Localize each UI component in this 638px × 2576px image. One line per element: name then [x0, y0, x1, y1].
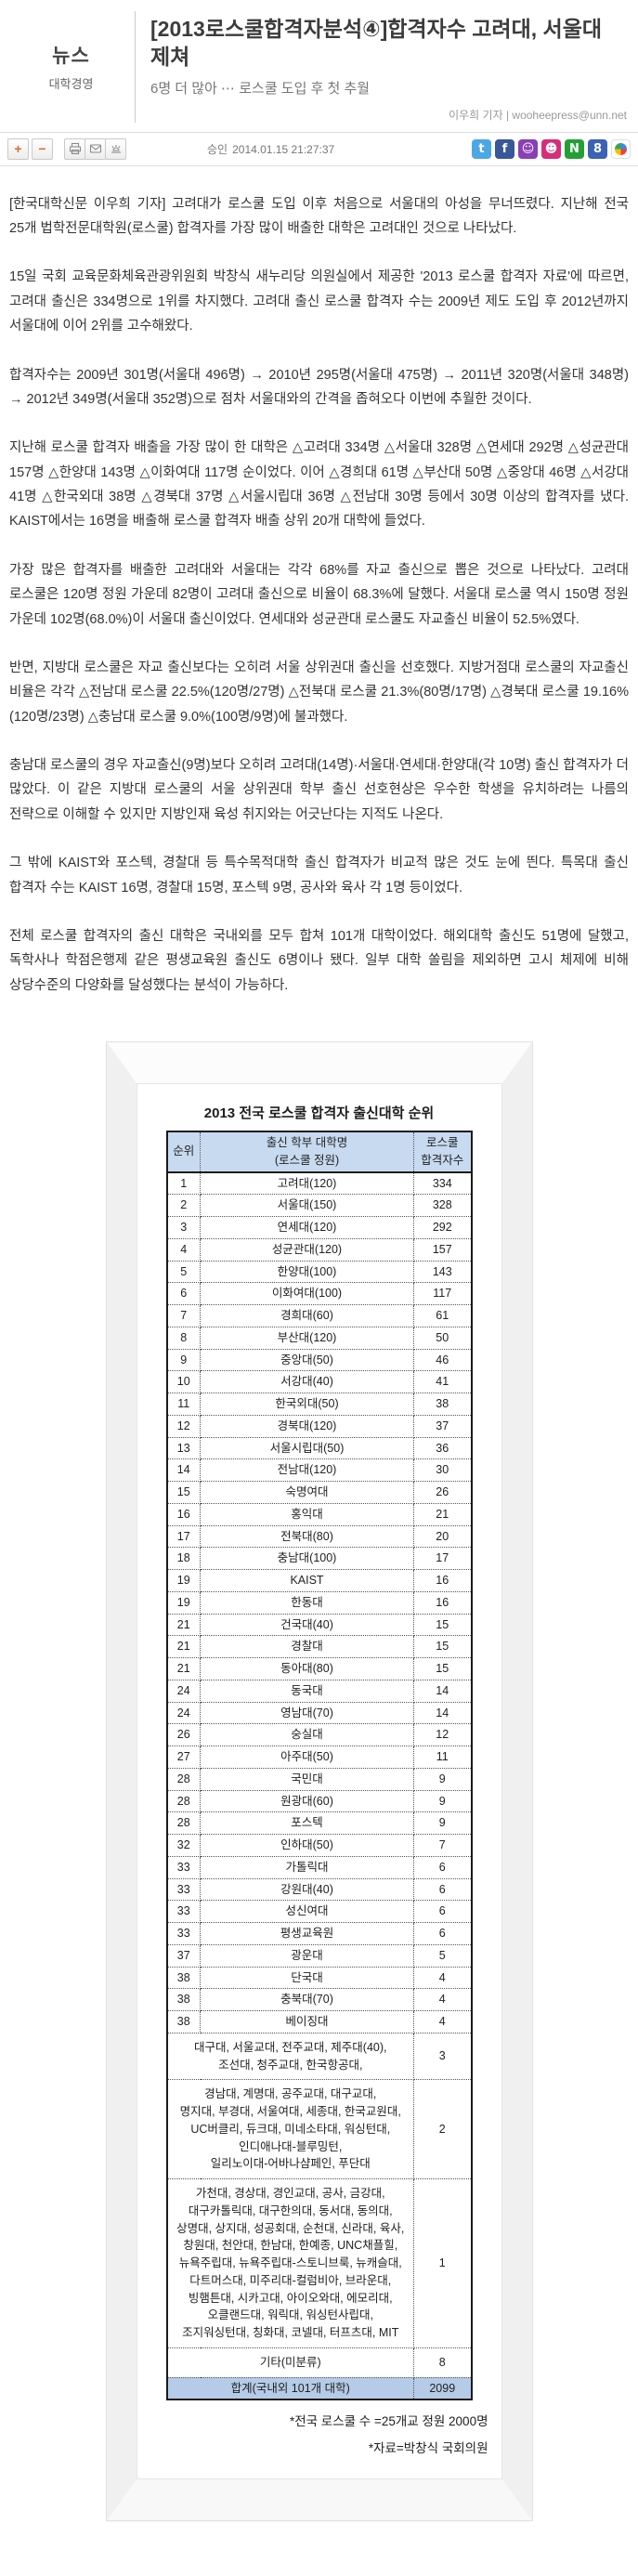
- report-icon[interactable]: [105, 137, 126, 160]
- article-paragraph: 가장 많은 합격자를 배출한 고려대와 서울대는 각각 68%를 자교 출신으로…: [9, 562, 629, 627]
- article-toolbar: + − 승인 2014.01.15 21:27:37 t f ☺ ☻ N 8: [0, 131, 638, 166]
- table-row: 9 중앙대(50) 46: [166, 1348, 472, 1372]
- table-group-row: 대구대, 서울교대, 전주교대, 제주대(40), 조선대, 청주교대, 한국항…: [166, 2032, 472, 2081]
- table-image-frame: 2013 전국 로스쿨 합격자 출신대학 순위 순위 출신 학부 대학명 (로스…: [105, 1041, 533, 2522]
- table-group-row: 기타(미분류) 8: [166, 2347, 472, 2378]
- table-row: 33 강원대(40) 6: [166, 1877, 472, 1902]
- table-row: 17 전북대(80) 20: [166, 1524, 472, 1549]
- table-row: 21 동아대(80) 15: [166, 1657, 472, 1680]
- table-row: 24 동국대 14: [166, 1679, 472, 1703]
- category-sub[interactable]: 대학경영: [48, 77, 94, 92]
- table-row: 19 KAIST 16: [166, 1569, 472, 1592]
- table-row: 33 가톨릭대 6: [166, 1855, 472, 1879]
- table-row: 24 영남대(70) 14: [166, 1701, 472, 1725]
- article-paragraph: 충남대 로스쿨의 경우 자교출신(9명)보다 오히려 고려대(14명)·서울대·…: [9, 758, 629, 822]
- table-row: 6 이화여대(100) 117: [166, 1282, 472, 1306]
- table-row: 38 충북대(70) 4: [166, 1988, 472, 2012]
- table-row: 4 성균관대(120) 157: [166, 1237, 472, 1262]
- table-row: 2 서울대(150) 328: [166, 1194, 472, 1218]
- table-header-row: 순위 출신 학부 대학명 (로스쿨 정원) 로스쿨 합격자수: [166, 1131, 472, 1173]
- table-row: 38 단국대 4: [166, 1966, 472, 1990]
- table-row: 11 한국외대(50) 38: [166, 1393, 472, 1416]
- table-row: 33 성신여대 6: [166, 1900, 472, 1924]
- figure-wrap: 2013 전국 로스쿨 합격자 출신대학 순위 순위 출신 학부 대학명 (로스…: [0, 1039, 638, 2576]
- twitter-icon[interactable]: t: [472, 138, 491, 159]
- naver-icon[interactable]: N: [565, 138, 584, 159]
- table-row: 7 경희대(60) 61: [166, 1304, 472, 1327]
- table-row: 5 한양대(100) 143: [166, 1260, 472, 1284]
- table-group-row: 경남대, 계명대, 공주교대, 대구교대, 명지대, 부경대, 서울여대, 세종…: [166, 2079, 472, 2180]
- table-row: 8 부산대(120) 50: [166, 1326, 472, 1350]
- page-title: [2013로스쿨합격자분석④]합격자수 고려대, 서울대 제쳐: [150, 17, 603, 70]
- category-main[interactable]: 뉴스: [52, 46, 90, 68]
- article-paragraph: 그 밖에 KAIST와 포스텍, 경찰대 등 특수목적대학 출신 합격자가 비교…: [9, 856, 629, 896]
- article-header: 뉴스 대학경영 [2013로스쿨합격자분석④]합격자수 고려대, 서울대 제쳐 …: [0, 0, 638, 132]
- table-row: 28 포스텍 9: [166, 1811, 472, 1836]
- col-header-name: 출신 학부 대학명 (로스쿨 정원): [200, 1131, 414, 1173]
- table-row: 1 고려대(120) 334: [166, 1171, 472, 1196]
- table-row: 18 충남대(100) 17: [166, 1547, 472, 1571]
- buzz-icon[interactable]: [611, 138, 631, 159]
- cyworld-icon[interactable]: ☻: [541, 138, 561, 159]
- table-row: 27 아주대(50) 11: [166, 1746, 472, 1769]
- article-paragraph: 지난해 로스쿨 합격자 배출을 가장 많이 한 대학은 △고려대 334명 △서…: [9, 440, 629, 530]
- table-body: 1 고려대(120) 334 2 서울대(150) 328 3 연세대(120) 292 4 성균관…: [166, 1171, 472, 2400]
- category-box: 뉴스 대학경영: [7, 11, 136, 123]
- col-header-count: 로스쿨 합격자수: [413, 1131, 472, 1173]
- table-row: 26 숭실대 12: [166, 1723, 472, 1747]
- facebook-icon[interactable]: f: [495, 138, 514, 159]
- table-title: 2013 전국 로스쿨 합격자 출신대학 순위: [203, 1105, 435, 1122]
- table-footnotes: *전국 로스쿨 수 =25개교 정원 2000명 *자료=박창식 국회의원: [150, 2409, 488, 2462]
- article-paragraph: 반면, 지방대 로스쿨은 자교 출신보다는 오히려 서울 상위권대 출신을 선호…: [9, 660, 629, 725]
- table-row: 10 서강대(40) 41: [166, 1370, 472, 1394]
- ranking-table: 순위 출신 학부 대학명 (로스쿨 정원) 로스쿨 합격자수 1 고려대(120)…: [165, 1131, 473, 2401]
- article-paragraph: 합격자수는 2009년 301명(서울대 496명) → 2010년 295명(…: [9, 367, 629, 407]
- table-row: 32 인하대(50) 7: [166, 1834, 472, 1857]
- article-tool-group: [64, 137, 126, 160]
- approved-datetime: 승인 2014.01.15 21:27:37: [207, 142, 335, 156]
- article-body: [한국대학신문 이우희 기자] 고려대가 로스쿨 도입 이후 처음으로 서울대의…: [0, 166, 638, 1039]
- table-row: 19 한동대 16: [166, 1590, 472, 1615]
- font-increase-button[interactable]: +: [7, 137, 29, 160]
- table-row: 15 숙명여대 26: [166, 1481, 472, 1504]
- table-total-row: 합계(국내외 101개 대학) 2099: [166, 2376, 472, 2400]
- article-paragraph: 15일 국회 교육문화체육관광위원회 박창식 새누리당 의원실에서 제공한 '2…: [9, 269, 629, 334]
- page-subtitle: 6명 더 많아 ⋯ 로스쿨 도입 후 첫 추월: [150, 80, 371, 97]
- table-row: 38 베이징대 4: [166, 2010, 472, 2033]
- table-row: 37 광운대 5: [166, 1943, 472, 1968]
- byline[interactable]: 이우희 기자 | wooheepress@unn.net: [449, 108, 627, 122]
- table-row: 28 원광대(60) 9: [166, 1789, 472, 1813]
- google-icon[interactable]: 8: [588, 138, 607, 159]
- table-row: 3 연세대(120) 292: [166, 1216, 472, 1239]
- table-row: 16 홍익대 21: [166, 1502, 472, 1526]
- table-row: 21 경찰대 15: [166, 1635, 472, 1659]
- table-footnote: *자료=박창식 국회의원: [368, 2440, 488, 2455]
- col-header-rank: 순위: [166, 1131, 201, 1173]
- article-paragraph: 전체 로스쿨 합격자의 출신 대학은 국내외를 모두 합쳐 101개 대학이었다…: [9, 928, 629, 993]
- table-footnote: *전국 로스쿨 수 =25개교 정원 2000명: [289, 2414, 488, 2429]
- table-row: 21 건국대(40) 15: [166, 1613, 472, 1637]
- article-paragraph: [한국대학신문 이우희 기자] 고려대가 로스쿨 도입 이후 처음으로 서울대의…: [9, 196, 629, 237]
- font-decrease-button[interactable]: −: [32, 137, 53, 160]
- table-row: 13 서울시립대(50) 36: [166, 1436, 472, 1460]
- me2day-icon[interactable]: ☺: [518, 138, 538, 159]
- social-share-bar: t f ☺ ☻ N 8: [468, 138, 631, 159]
- table-row: 12 경북대(120) 37: [166, 1414, 472, 1438]
- table-row: 28 국민대 9: [166, 1767, 472, 1791]
- table-row: 14 전남대(120) 30: [166, 1458, 472, 1483]
- table-group-row: 가천대, 경상대, 경인교대, 공사, 금강대, 대구카톨릭대, 대구한의대, …: [166, 2178, 472, 2348]
- print-icon[interactable]: [64, 137, 85, 160]
- table-row: 33 평생교육원 6: [166, 1922, 472, 1945]
- mail-icon[interactable]: [85, 137, 106, 160]
